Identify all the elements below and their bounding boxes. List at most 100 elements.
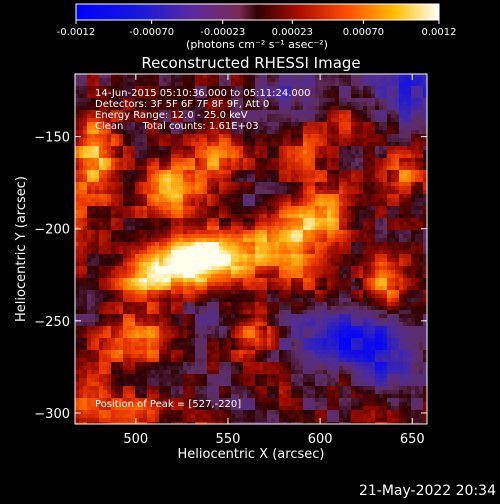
heatmap-cell	[83, 194, 87, 198]
heatmap-cell	[227, 234, 231, 238]
heatmap-cell	[151, 138, 155, 142]
heatmap-cell	[263, 238, 267, 242]
heatmap-cell	[263, 266, 267, 270]
heatmap-cell	[323, 82, 327, 86]
heatmap-cell	[411, 210, 415, 214]
heatmap-cell	[339, 130, 343, 134]
heatmap-cell	[151, 230, 155, 234]
heatmap-cell	[79, 286, 83, 290]
heatmap-cell	[211, 154, 215, 158]
heatmap-cell	[295, 194, 299, 198]
heatmap-cell	[395, 78, 399, 82]
heatmap-cell	[411, 154, 415, 158]
heatmap-cell	[155, 222, 159, 226]
heatmap-cell	[407, 198, 411, 202]
colorbar-tick-label: 0.00070	[343, 27, 384, 38]
heatmap-cell	[263, 298, 267, 302]
heatmap-cell	[323, 130, 327, 134]
heatmap-cell	[211, 174, 215, 178]
heatmap-cell	[423, 242, 427, 246]
heatmap-cell	[383, 214, 387, 218]
heatmap-cell	[203, 158, 207, 162]
heatmap-cell	[239, 238, 243, 242]
heatmap-cell	[131, 274, 135, 278]
heatmap-cell	[79, 274, 83, 278]
heatmap-cell	[299, 162, 303, 166]
heatmap-cell	[323, 174, 327, 178]
heatmap-cell	[275, 186, 279, 190]
heatmap-cell	[307, 206, 311, 210]
heatmap-cell	[131, 214, 135, 218]
heatmap-cell	[279, 106, 283, 110]
heatmap-cell	[343, 250, 347, 254]
heatmap-cell	[407, 210, 411, 214]
heatmap-cell	[291, 170, 295, 174]
heatmap-cell	[259, 262, 263, 266]
heatmap-cell	[191, 154, 195, 158]
heatmap-cell	[87, 150, 91, 154]
heatmap-cell	[79, 106, 83, 110]
heatmap-cell	[355, 278, 359, 282]
heatmap-cell	[99, 158, 103, 162]
heatmap-cell	[215, 182, 219, 186]
heatmap-cell	[363, 190, 367, 194]
heatmap-cell	[251, 214, 255, 218]
heatmap-cell	[79, 94, 83, 98]
heatmap-cell	[355, 198, 359, 202]
heatmap-cell	[303, 126, 307, 130]
heatmap-cell	[351, 226, 355, 230]
heatmap-cell	[415, 246, 419, 250]
heatmap-cell	[411, 114, 415, 118]
heatmap-cell	[79, 82, 83, 86]
heatmap-cell	[347, 74, 351, 78]
heatmap-cell	[343, 194, 347, 198]
heatmap-cell	[339, 74, 343, 78]
heatmap-cell	[259, 286, 263, 290]
heatmap-cell	[407, 186, 411, 190]
heatmap-cell	[287, 250, 291, 254]
heatmap-cell	[287, 226, 291, 230]
heatmap-cell	[235, 222, 239, 226]
heatmap-cell	[139, 206, 143, 210]
heatmap-cell	[391, 82, 395, 86]
heatmap-cell	[275, 290, 279, 294]
heatmap-cell	[307, 138, 311, 142]
heatmap-cell	[291, 270, 295, 274]
heatmap-cell	[203, 134, 207, 138]
heatmap-cell	[95, 286, 99, 290]
heatmap-cell	[275, 242, 279, 246]
heatmap-cell	[415, 210, 419, 214]
heatmap-cell	[303, 234, 307, 238]
heatmap-cell	[179, 82, 183, 86]
heatmap-cell	[327, 210, 331, 214]
heatmap-cell	[279, 182, 283, 186]
heatmap-cell	[287, 294, 291, 298]
heatmap-cell	[291, 210, 295, 214]
heatmap-cell	[127, 222, 131, 226]
heatmap-cell	[187, 158, 191, 162]
heatmap-cell	[159, 154, 163, 158]
heatmap-cell	[195, 214, 199, 218]
heatmap-cell	[251, 82, 255, 86]
heatmap-cell	[355, 194, 359, 198]
heatmap-cell	[403, 186, 407, 190]
heatmap-cell	[323, 222, 327, 226]
heatmap-cell	[383, 182, 387, 186]
heatmap-cell	[223, 146, 227, 150]
heatmap-cell	[355, 78, 359, 82]
heatmap-cell	[251, 198, 255, 202]
heatmap-cell	[79, 250, 83, 254]
heatmap-cell	[279, 146, 283, 150]
heatmap-cell	[367, 146, 371, 150]
heatmap-cell	[183, 146, 187, 150]
heatmap-cell	[291, 234, 295, 238]
heatmap-cell	[259, 266, 263, 270]
heatmap-cell	[351, 242, 355, 246]
heatmap-cell	[367, 106, 371, 110]
heatmap-cell	[363, 86, 367, 90]
heatmap-cell	[355, 158, 359, 162]
heatmap-cell	[411, 78, 415, 82]
heatmap-cell	[355, 122, 359, 126]
heatmap-cell	[379, 290, 383, 294]
heatmap-cell	[175, 282, 179, 286]
